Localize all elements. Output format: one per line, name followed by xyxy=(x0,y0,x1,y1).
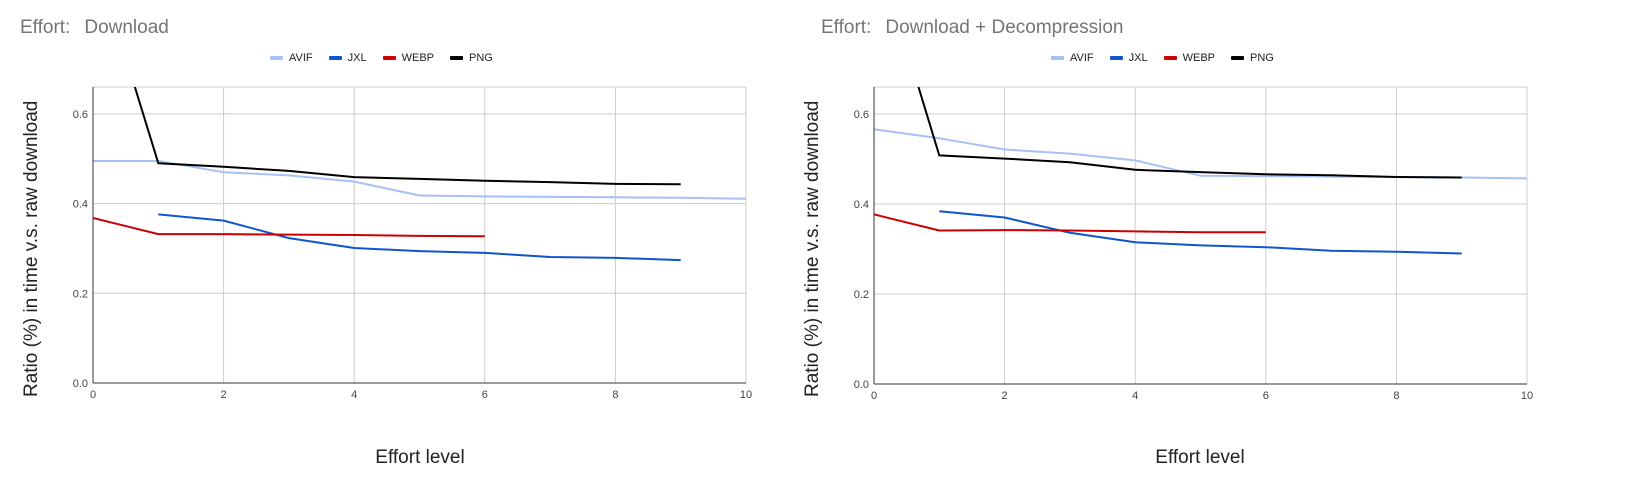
x-tick-label: 0 xyxy=(871,390,877,402)
legend-item-webp: WEBP xyxy=(382,52,435,64)
legend-item-jxl: JXL xyxy=(1109,52,1148,64)
legend-item-png: PNG xyxy=(1231,52,1274,64)
legend-swatch-jxl xyxy=(1109,56,1123,60)
y-tick-label: 0.2 xyxy=(73,288,88,300)
series-line-jxl xyxy=(939,210,1462,255)
chart-download: Effort: Download AVIF JXL WEBP PNG Ratio … xyxy=(0,0,800,492)
x-axis-label: Effort level xyxy=(1155,447,1245,468)
legend-label-avif: AVIF xyxy=(1070,52,1094,64)
title-text: Download xyxy=(84,17,169,38)
x-axis-label: Effort level xyxy=(375,447,465,468)
legend-label-png: PNG xyxy=(1250,52,1274,64)
y-tick-label: 0.4 xyxy=(73,199,88,211)
chart-title: Effort: Download + Decompression xyxy=(821,17,1124,39)
x-tick-label: 10 xyxy=(740,389,752,401)
title-label: Effort: xyxy=(20,17,71,38)
legend-swatch-jxl xyxy=(328,56,342,60)
y-tick-label: 0.6 xyxy=(854,109,869,121)
legend-item-jxl: JXL xyxy=(328,52,367,64)
x-tick-label: 8 xyxy=(1393,390,1399,402)
title-text: Download + Decompression xyxy=(885,17,1124,38)
legend-label-avif: AVIF xyxy=(289,52,313,64)
series-line-jxl xyxy=(158,213,681,262)
plot-area: 0 2 4 6 8 10 0.0 0.2 0.4 0.6 xyxy=(854,86,1533,402)
legend-label-webp: WEBP xyxy=(401,52,435,64)
x-tick-label: 8 xyxy=(612,389,618,401)
series-line-avif xyxy=(93,160,746,200)
chart-title: Effort: Download xyxy=(20,17,169,39)
series-group xyxy=(874,87,1527,255)
series-line-png xyxy=(133,87,681,186)
legend-label-png: PNG xyxy=(469,52,493,64)
x-tick-label: 10 xyxy=(1521,390,1533,402)
series-line-webp xyxy=(93,217,485,238)
legend-label-jxl: JXL xyxy=(1128,52,1148,64)
legend-swatch-avif xyxy=(270,56,283,60)
x-tick-label: 2 xyxy=(221,389,227,401)
y-tick-label: 0.0 xyxy=(854,379,869,391)
legend: AVIF JXL WEBP PNG xyxy=(1051,52,1274,64)
x-tick-label: 0 xyxy=(90,389,96,401)
legend-item-webp: WEBP xyxy=(1163,52,1216,64)
legend-swatch-png xyxy=(450,56,464,60)
chart-download-decompression: Effort: Download + Decompression AVIF JXL… xyxy=(802,0,1620,492)
series-group xyxy=(93,87,746,262)
legend-label-jxl: JXL xyxy=(347,52,367,64)
plot-area: 0 2 4 6 8 10 0.0 0.2 0.4 0.6 xyxy=(73,86,752,401)
x-tick-label: 4 xyxy=(1132,390,1138,402)
legend-label-webp: WEBP xyxy=(1182,52,1216,64)
legend-swatch-avif xyxy=(1051,56,1064,60)
y-tick-label: 0.4 xyxy=(854,199,869,211)
title-label: Effort: xyxy=(821,17,872,38)
legend-swatch-webp xyxy=(1163,56,1177,60)
y-tick-label: 0.2 xyxy=(854,289,869,301)
series-line-png xyxy=(917,87,1462,179)
x-tick-label: 6 xyxy=(1263,390,1269,402)
legend-item-avif: AVIF xyxy=(270,52,313,64)
y-tick-label: 0.6 xyxy=(73,109,88,121)
legend-item-png: PNG xyxy=(450,52,493,64)
series-line-avif xyxy=(874,128,1527,180)
y-tick-label: 0.0 xyxy=(73,378,88,390)
x-tick-label: 2 xyxy=(1002,390,1008,402)
legend-item-avif: AVIF xyxy=(1051,52,1094,64)
series-line-webp xyxy=(874,213,1266,234)
x-tick-label: 4 xyxy=(351,389,357,401)
legend-swatch-png xyxy=(1231,56,1245,60)
legend-swatch-webp xyxy=(382,56,396,60)
x-tick-label: 6 xyxy=(482,389,488,401)
legend: AVIF JXL WEBP PNG xyxy=(270,52,493,64)
